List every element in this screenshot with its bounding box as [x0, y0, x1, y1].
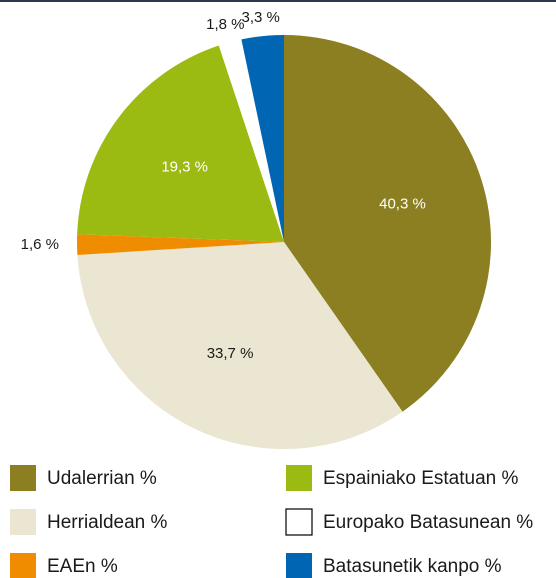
legend-label: Espainiako Estatuan % [323, 468, 519, 489]
legend-swatch [285, 508, 313, 536]
legend-label: EAEn % [47, 556, 118, 577]
legend-swatch [10, 553, 36, 578]
legend-swatch [286, 553, 312, 578]
data-label: 33,7 % [207, 345, 254, 362]
legend-swatch [10, 509, 36, 535]
data-label: 1,8 % [206, 16, 244, 33]
pie-slice [77, 234, 284, 255]
legend-label: Europako Batasunean % [323, 512, 533, 533]
data-label: 40,3 % [379, 196, 426, 213]
legend-label: Herrialdean % [47, 512, 167, 533]
legend-swatch [10, 465, 36, 491]
legend-swatch [286, 465, 312, 491]
data-label: 19,3 % [161, 158, 208, 175]
pie-slice [284, 35, 491, 412]
legend-label: Udalerrian % [47, 468, 157, 489]
pie-slice [77, 45, 284, 243]
data-label: 3,3 % [242, 9, 280, 26]
top-border [0, 0, 556, 2]
data-label: 1,6 % [21, 236, 59, 253]
pie-slice [218, 39, 284, 243]
pie-slice [241, 35, 284, 242]
pie-slice [77, 242, 403, 449]
legend-label: Batasunetik kanpo % [323, 556, 502, 577]
